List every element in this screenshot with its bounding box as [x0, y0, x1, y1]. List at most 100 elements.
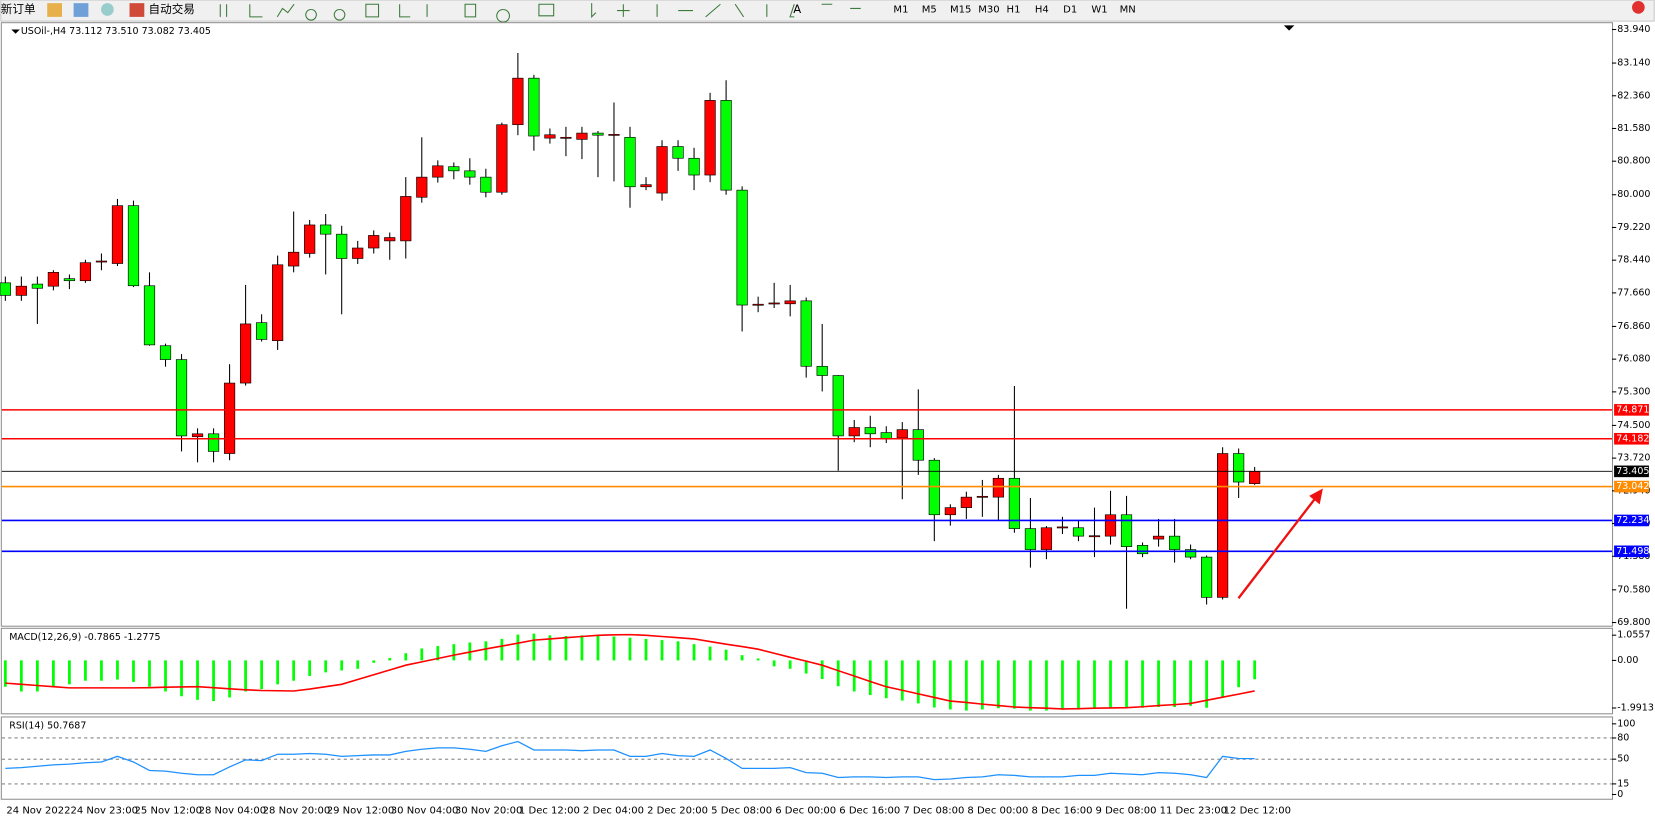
candle-body	[736, 189, 748, 306]
histogram-bar	[500, 638, 504, 661]
histogram-bar	[1077, 660, 1080, 710]
histogram-bar	[1125, 660, 1128, 708]
y-tick-label: 82.360	[1617, 90, 1650, 101]
toolbar-bg	[0, 0, 1655, 22]
histogram-bar	[1189, 660, 1192, 706]
y-tick-label: 74.500	[1617, 420, 1650, 431]
candle-body	[544, 134, 556, 139]
candle-body	[768, 302, 780, 305]
candle-body	[848, 427, 860, 437]
histogram-bar	[436, 646, 440, 661]
y-tick-label: 15	[1617, 778, 1629, 789]
auto-trade-button[interactable]: 自动交易	[149, 2, 195, 16]
level-label: 73.042	[1616, 481, 1649, 492]
histogram-bar	[132, 660, 135, 682]
y-tick-label: -1.9913	[1617, 702, 1654, 713]
histogram-bar	[292, 660, 296, 681]
candle-body	[448, 166, 460, 172]
histogram-bar	[388, 658, 392, 661]
y-tick-label: 76.860	[1617, 321, 1650, 332]
candle-body	[864, 427, 876, 435]
timeframe-button[interactable]: H1	[1007, 4, 1021, 15]
level-label: 72.234	[1616, 515, 1649, 526]
rsi-line	[5, 740, 1255, 781]
candle-body	[464, 170, 476, 178]
candle-body	[512, 77, 524, 126]
symbol-menu[interactable]	[11, 29, 20, 34]
x-tick-label: 2 Dec 04:00	[583, 805, 644, 816]
candle-body	[608, 134, 620, 136]
candle-body	[784, 300, 796, 305]
chart-title: MACD(12,26,9) -0.7865 -1.2775	[9, 632, 160, 643]
x-tick-label: 29 Nov 12:00	[327, 805, 395, 816]
x-tick-label: 12 Dec 12:00	[1224, 805, 1291, 816]
y-tick-label: 79.220	[1617, 222, 1650, 233]
level-label-bg	[1614, 480, 1649, 493]
timeframe-button[interactable]: M30	[978, 4, 999, 15]
timeframe-button[interactable]: M5	[922, 4, 937, 15]
histogram-bar	[644, 638, 648, 661]
x-tick-label: 24 Nov 23:00	[70, 805, 138, 816]
y-tick-label: 83.140	[1617, 58, 1650, 69]
y-tick-label: 80.800	[1617, 156, 1650, 167]
histogram-bar	[884, 660, 888, 699]
candle-body	[1104, 514, 1117, 537]
candle-body	[336, 233, 348, 259]
candle-body	[272, 264, 284, 342]
histogram-bar	[19, 660, 23, 692]
candle-body	[352, 247, 364, 259]
candle-body	[1056, 526, 1069, 529]
histogram-bar	[740, 655, 744, 661]
candle-body	[95, 260, 108, 263]
candle-body	[1008, 477, 1020, 529]
rsi-panel	[0, 716, 1614, 800]
histogram-bar	[1173, 660, 1176, 708]
level-label: 71.498	[1616, 546, 1649, 557]
histogram-bar	[820, 660, 824, 680]
histogram-bar	[1045, 660, 1048, 711]
timeframe-button[interactable]: M15	[950, 4, 971, 15]
histogram-bar	[1109, 660, 1112, 708]
icon	[101, 3, 114, 16]
x-tick-label: 6 Dec 00:00	[775, 805, 836, 816]
histogram-bar	[148, 660, 151, 687]
candle-body	[432, 165, 444, 178]
candle-body	[560, 136, 572, 139]
histogram-bar	[52, 660, 55, 687]
histogram-bar	[260, 660, 263, 690]
toolbar-icons	[219, 3, 861, 23]
candle-body	[207, 433, 220, 452]
x-tick-label: 28 Nov 20:00	[263, 805, 331, 816]
timeframe-button[interactable]: D1	[1063, 4, 1077, 15]
candle-body	[223, 382, 236, 454]
chart-title: USOil-,H4 73.112 73.510 73.082 73.405	[21, 26, 211, 37]
histogram-bar	[788, 660, 792, 669]
new-order-button[interactable]: 新订单	[1, 2, 36, 16]
histogram-bar	[1061, 660, 1064, 710]
timeframe-button[interactable]: M1	[893, 4, 908, 15]
histogram-bar	[84, 660, 87, 681]
x-tick-label: 30 Nov 04:00	[391, 805, 459, 816]
histogram-bar	[212, 660, 215, 702]
histogram-bar	[68, 660, 71, 685]
candle-body	[368, 235, 380, 249]
candle-body	[992, 477, 1004, 498]
histogram-bar	[276, 660, 280, 685]
timeframe-button[interactable]: MN	[1120, 4, 1136, 15]
candle-body	[1249, 471, 1261, 484]
candle-body	[0, 282, 11, 296]
y-tick-label: 75.300	[1617, 386, 1650, 397]
histogram-bar	[804, 660, 808, 674]
shift-marker	[1283, 25, 1295, 31]
histogram-bar	[452, 644, 456, 661]
histogram-bar	[548, 635, 552, 661]
timeframe-button[interactable]: H4	[1035, 4, 1049, 15]
candle-body	[143, 285, 156, 346]
level-label-bg	[1614, 465, 1649, 478]
histogram-bar	[772, 660, 776, 667]
timeframe-button[interactable]: W1	[1091, 4, 1107, 15]
candle-body	[191, 433, 204, 438]
histogram-bar	[676, 641, 680, 661]
histogram-bar	[964, 660, 968, 711]
